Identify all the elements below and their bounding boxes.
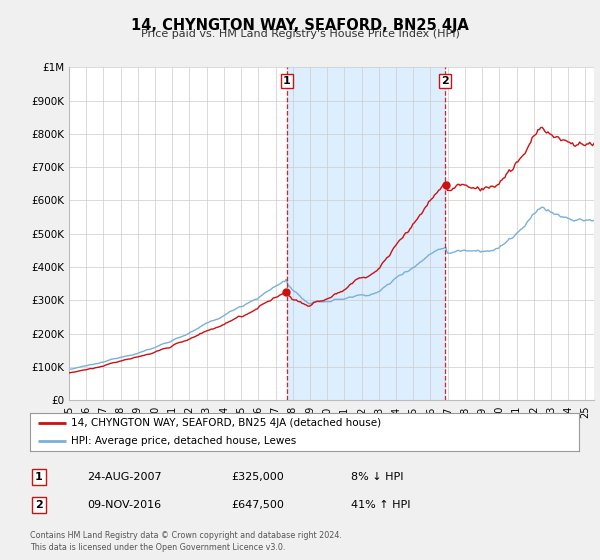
Text: 14, CHYNGTON WAY, SEAFORD, BN25 4JA (detached house): 14, CHYNGTON WAY, SEAFORD, BN25 4JA (det… [71, 418, 382, 428]
Text: This data is licensed under the Open Government Licence v3.0.: This data is licensed under the Open Gov… [30, 543, 286, 552]
Text: £325,000: £325,000 [231, 472, 284, 482]
Text: Contains HM Land Registry data © Crown copyright and database right 2024.: Contains HM Land Registry data © Crown c… [30, 531, 342, 540]
Text: HPI: Average price, detached house, Lewes: HPI: Average price, detached house, Lewe… [71, 436, 296, 446]
Text: £647,500: £647,500 [231, 500, 284, 510]
Text: 14, CHYNGTON WAY, SEAFORD, BN25 4JA: 14, CHYNGTON WAY, SEAFORD, BN25 4JA [131, 18, 469, 33]
Text: 2: 2 [35, 500, 43, 510]
Bar [287, 67, 445, 400]
Text: Price paid vs. HM Land Registry's House Price Index (HPI): Price paid vs. HM Land Registry's House … [140, 29, 460, 39]
Text: 8% ↓ HPI: 8% ↓ HPI [351, 472, 404, 482]
Text: 09-NOV-2016: 09-NOV-2016 [87, 500, 161, 510]
Text: 41% ↑ HPI: 41% ↑ HPI [351, 500, 410, 510]
Text: 1: 1 [283, 76, 290, 86]
Text: 1: 1 [35, 472, 43, 482]
Text: 24-AUG-2007: 24-AUG-2007 [87, 472, 161, 482]
Text: 2: 2 [442, 76, 449, 86]
